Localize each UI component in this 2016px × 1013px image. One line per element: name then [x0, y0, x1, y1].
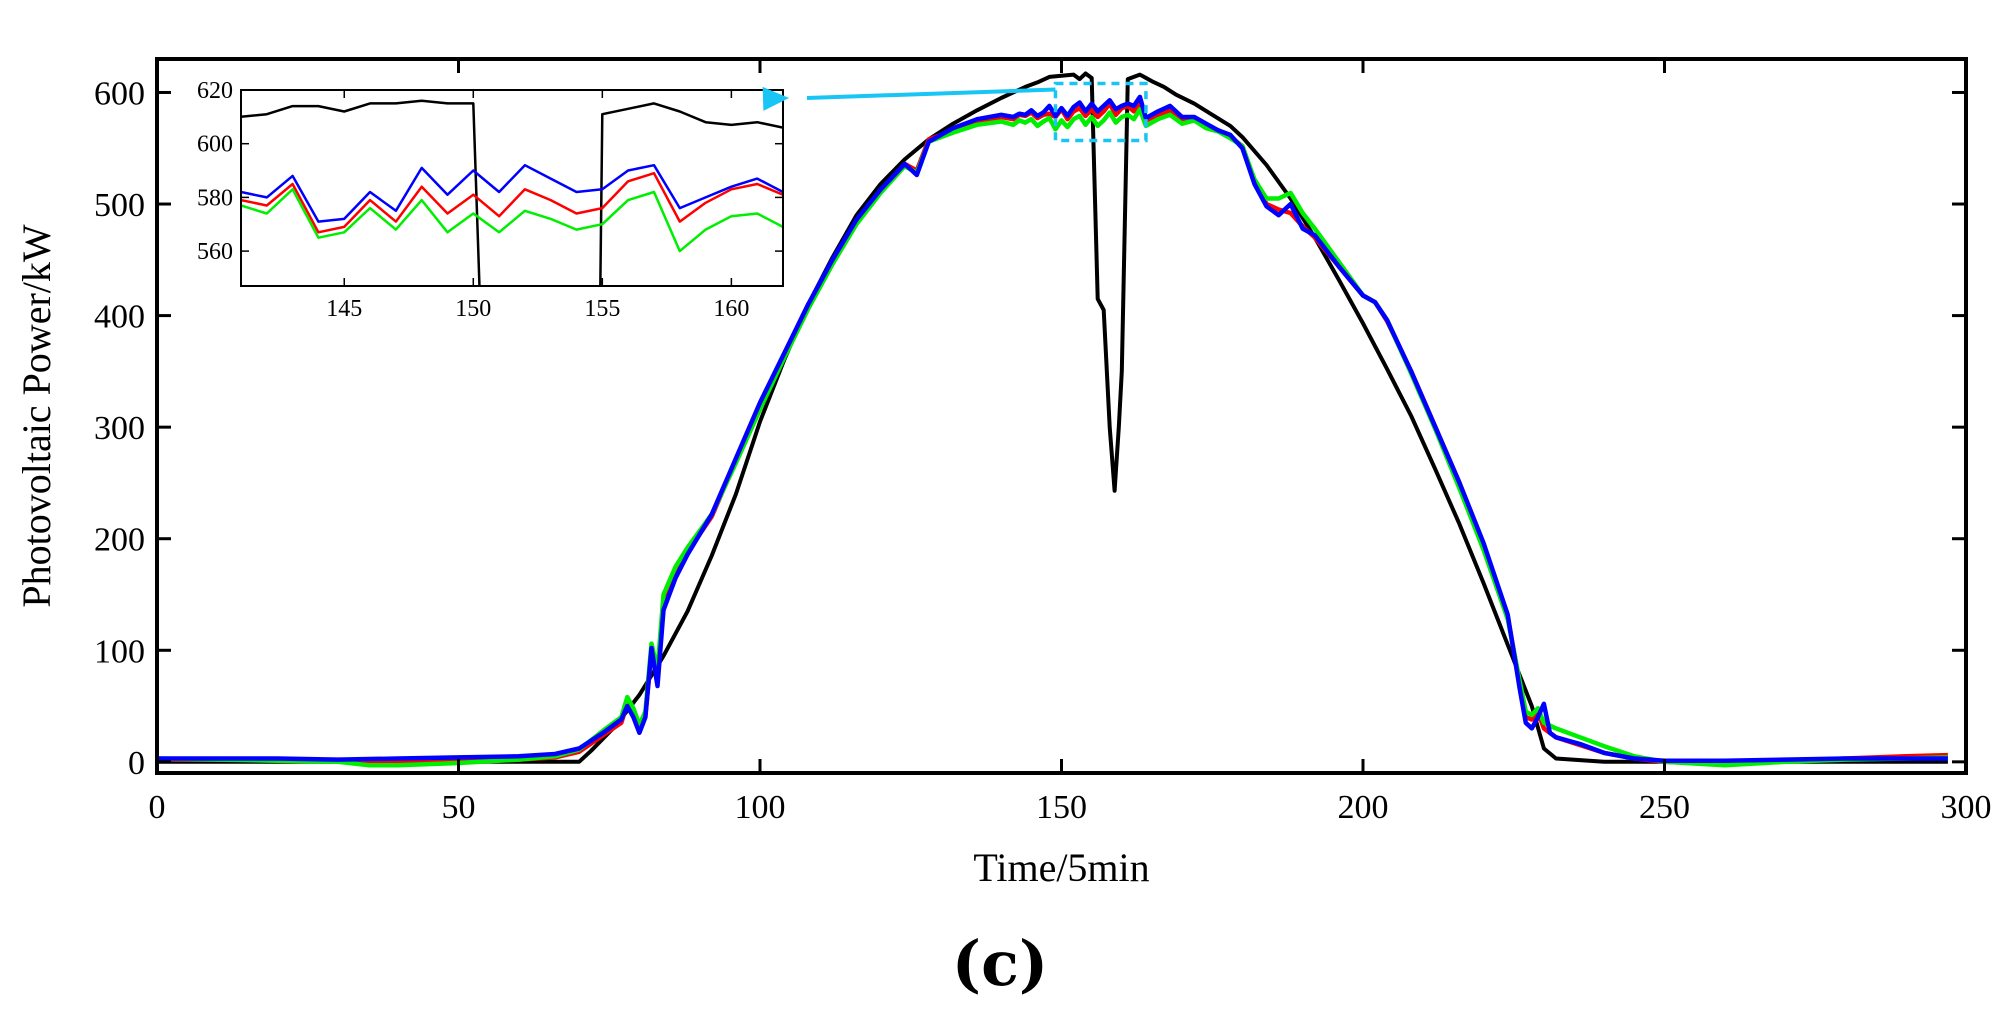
inset-x-tick-label: 155: [584, 296, 620, 322]
x-tick-label: 0: [149, 789, 166, 826]
x-tick-label: 300: [1941, 789, 1992, 826]
inset-y-tick-label: 620: [197, 78, 233, 104]
x-axis-label: Time/5min: [973, 845, 1149, 890]
inset-background: [241, 90, 783, 286]
inset-x-tick-label: 160: [713, 296, 749, 322]
y-tick-label: 300: [94, 410, 145, 447]
x-tick-label: 100: [735, 789, 786, 826]
inset-x-tick-label: 150: [455, 296, 491, 322]
zoom-arrow-line: [806, 87, 1056, 100]
inset-y-tick-label: 560: [197, 239, 233, 265]
inset-frame: [240, 89, 784, 287]
x-tick-label: 250: [1639, 789, 1690, 826]
y-axis-label: Photovoltaic Power/kW: [14, 224, 59, 608]
x-tick-label: 150: [1036, 789, 1087, 826]
x-tick-label: 200: [1338, 789, 1389, 826]
inset-y-tick-label: 600: [197, 132, 233, 158]
y-tick-label: 400: [94, 299, 145, 336]
y-tick-label: 0: [128, 745, 145, 782]
inset-series-group: [241, 99, 783, 286]
inset-series-line-2: [241, 171, 783, 234]
y-tick-label: 200: [94, 522, 145, 559]
inset-x-tick-label: 145: [326, 296, 362, 322]
inset-series-line-3: [241, 188, 783, 253]
series-group: [157, 71, 1948, 768]
inset-y-tick-label: 580: [197, 185, 233, 211]
y-tick-label: 600: [94, 75, 145, 112]
zoom-region-box: [1053, 81, 1148, 143]
y-tick-label: 100: [94, 633, 145, 670]
panel-label: (c): [952, 927, 1048, 1000]
y-tick-label: 500: [94, 187, 145, 224]
x-tick-label: 50: [442, 789, 476, 826]
inset-series-line-4: [241, 163, 783, 223]
series-line-4: [157, 94, 1948, 763]
zoom-arrow-head: [762, 86, 789, 111]
series-line-1: [157, 71, 1948, 764]
